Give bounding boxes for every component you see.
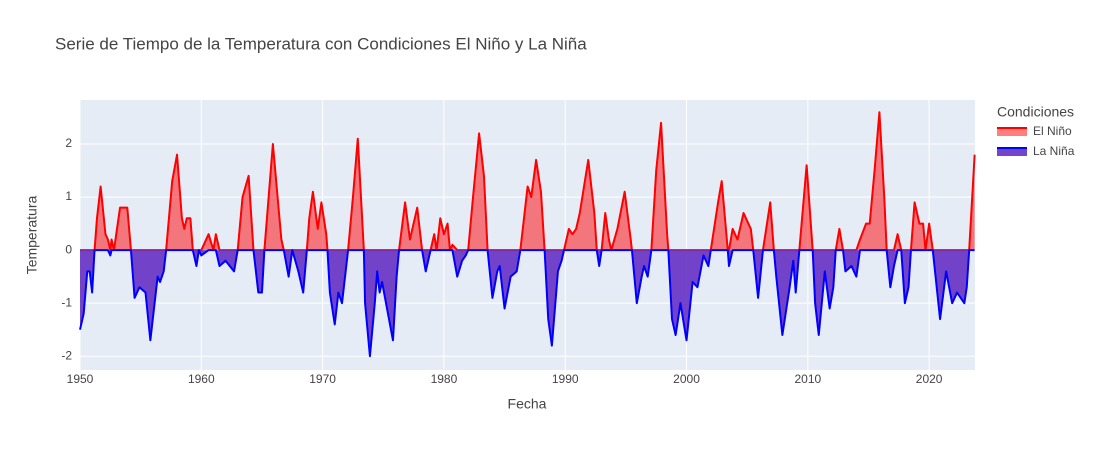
x-tick-label: 2020 (916, 372, 943, 386)
x-axis-title: Fecha (508, 396, 547, 412)
y-tick-label: 1 (65, 189, 72, 203)
legend-label[interactable]: El Niño (1033, 124, 1072, 138)
x-tick-label: 1990 (552, 372, 579, 386)
y-tick-label: 2 (65, 136, 72, 150)
legend-swatch[interactable] (997, 128, 1027, 136)
x-tick-label: 2000 (673, 372, 700, 386)
x-tick-label: 1980 (431, 372, 458, 386)
labels: -2 -1 0 1 2 1950 1960 1970 1980 1990 2000 2010 2020 (61, 136, 942, 386)
y-tick-label: 0 (65, 242, 72, 256)
legend-label[interactable]: La Niña (1033, 144, 1075, 158)
x-tick-label: 2010 (794, 372, 821, 386)
y-tick-label: -1 (61, 295, 72, 309)
y-tick-label: -2 (61, 348, 72, 362)
legend: Condiciones El Niño La Niña (997, 104, 1075, 158)
marks (79, 111, 976, 358)
series-line (79, 249, 975, 358)
chart-title: Serie de Tiempo de la Temperatura con Co… (55, 34, 587, 53)
x-tick-label: 1970 (309, 372, 336, 386)
x-tick-label: 1950 (67, 372, 94, 386)
y-axis-title: Temperatura (24, 195, 40, 274)
legend-swatch[interactable] (997, 148, 1027, 156)
x-tick-label: 1960 (188, 372, 215, 386)
legend-title: Condiciones (997, 104, 1074, 120)
